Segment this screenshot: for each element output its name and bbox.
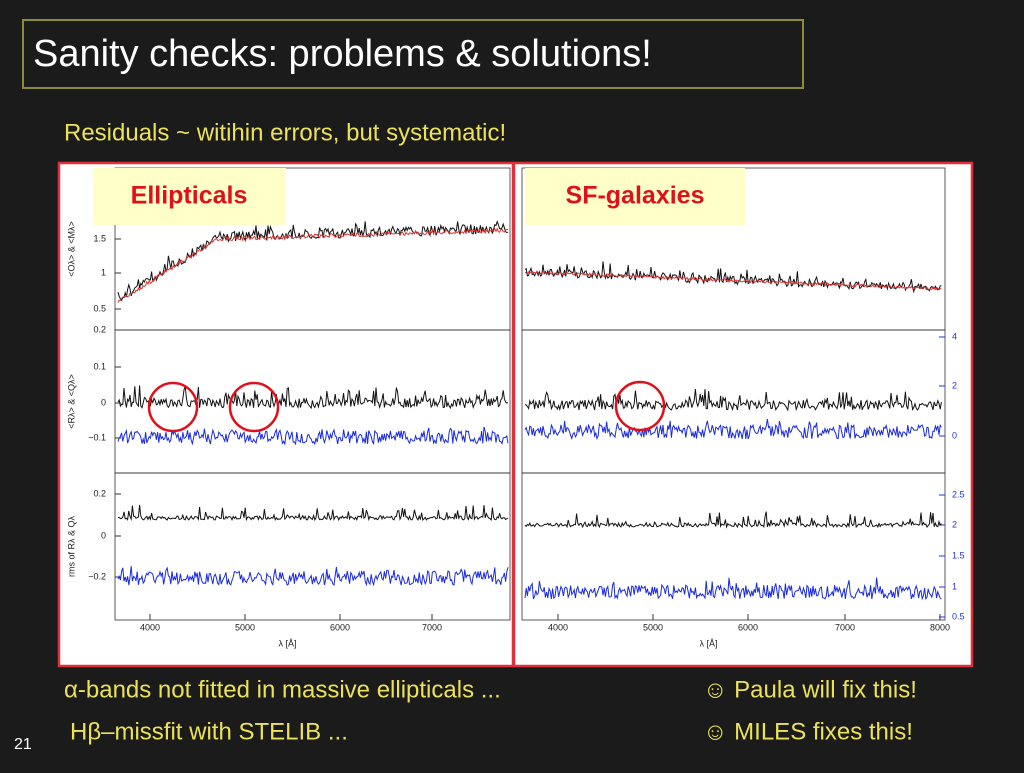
x-tick-label: 6000 — [738, 622, 758, 632]
y-axis-label: rms of Rλ & Qλ — [66, 516, 76, 578]
x-axis-label: λ [Å] — [278, 638, 296, 648]
panel-label: Ellipticals — [131, 182, 248, 210]
label-box — [525, 168, 745, 225]
x-tick-label: 4000 — [548, 622, 568, 632]
subtitle: Residuals ~ witihin errors, but systemat… — [64, 119, 506, 146]
y-axis-label: <Oλ> & <Mλ> — [66, 221, 76, 277]
y2-tick-label: 0.5 — [952, 611, 965, 621]
x-tick-label: 7000 — [422, 622, 442, 632]
y2-tick-label: 2.5 — [952, 489, 965, 499]
y2-tick-label: 0 — [952, 430, 957, 440]
y-tick-label: −0.1 — [88, 432, 106, 442]
footer-text: ☺ Paula will fix this! — [703, 676, 917, 703]
x-tick-label: 6000 — [330, 622, 350, 632]
y-tick-label: 0.2 — [93, 324, 106, 334]
x-tick-label: 4000 — [140, 622, 160, 632]
spectrum — [524, 511, 942, 529]
spectrum — [524, 261, 942, 294]
y-tick-label: 0 — [101, 530, 106, 540]
title-box — [22, 19, 804, 89]
y-axis-label: <Rλ> & <Qλ> — [66, 374, 76, 429]
x-axis-label: λ [Å] — [699, 638, 717, 648]
x-tick-label: 8000 — [930, 622, 950, 632]
spectrum — [524, 419, 942, 441]
plot-frame — [114, 472, 511, 621]
footer-text: α-bands not fitted in massive elliptical… — [64, 676, 501, 703]
spectrum — [117, 227, 509, 303]
y-tick-label: 1 — [101, 267, 106, 277]
spectrum — [524, 270, 942, 291]
y2-tick-label: 1.5 — [952, 550, 965, 560]
x-tick-label: 5000 — [235, 622, 255, 632]
spectrum — [524, 577, 942, 601]
y-tick-label: 0 — [101, 397, 106, 407]
spectrum — [117, 426, 509, 446]
y2-tick-label: 2 — [952, 519, 957, 529]
spectrum — [117, 566, 509, 587]
spectrum — [117, 385, 509, 410]
y2-tick-label: 2 — [952, 380, 957, 390]
highlight-circle — [228, 381, 280, 433]
spectrum — [117, 504, 509, 522]
x-tick-label: 5000 — [643, 622, 663, 632]
highlight-circle — [147, 381, 199, 433]
y2-tick-label: 1 — [952, 581, 957, 591]
label-box — [93, 168, 286, 225]
footer-text: ☺ MILES fixes this! — [703, 718, 913, 745]
slide-number: 21 — [14, 736, 32, 753]
y-tick-label: 1.5 — [93, 233, 106, 243]
y-tick-label: 0.5 — [93, 303, 106, 313]
title: Sanity checks: problems & solutions! — [33, 33, 652, 75]
footer-text: Hβ–missfit with STELIB ... — [70, 718, 348, 745]
y-tick-label: −0.2 — [88, 571, 106, 581]
highlight-circle — [614, 380, 666, 432]
panel-label: SF-galaxies — [566, 182, 705, 210]
plot-frame — [521, 472, 946, 621]
y-tick-label: 0.1 — [93, 361, 106, 371]
y-tick-label: 0.2 — [93, 488, 106, 498]
x-tick-label: 7000 — [835, 622, 855, 632]
spectrum — [524, 388, 942, 412]
y2-tick-label: 4 — [952, 331, 957, 341]
right-frame — [512, 161, 974, 668]
